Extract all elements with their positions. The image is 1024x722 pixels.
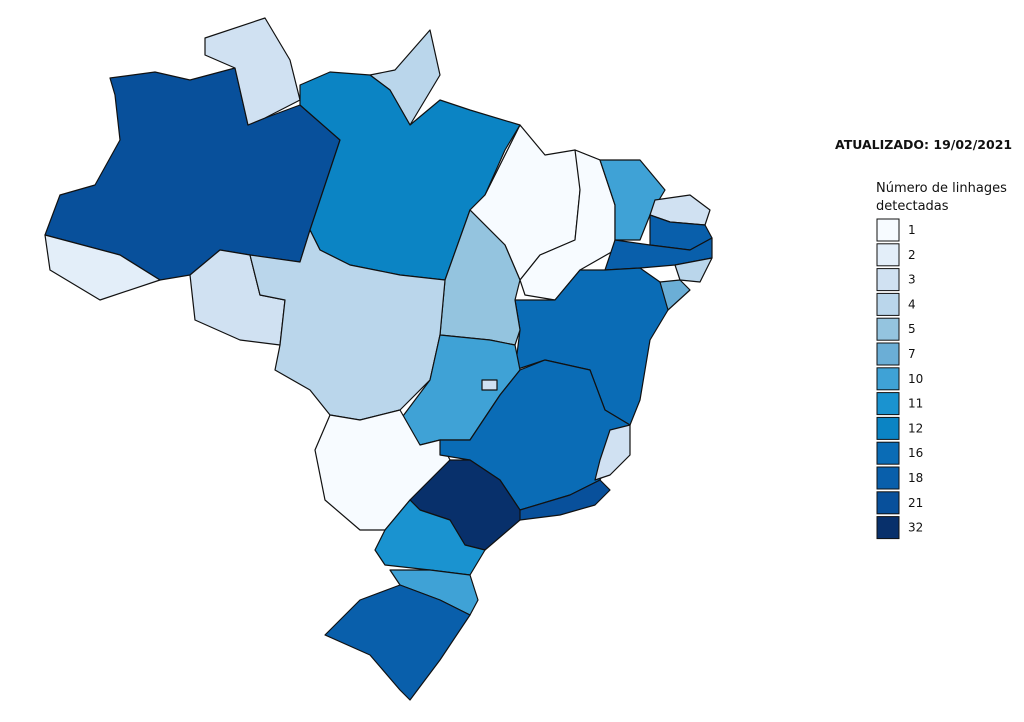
legend-label: 1 <box>908 223 916 237</box>
state <box>594 424 631 481</box>
legend-label: 11 <box>908 397 923 411</box>
legend-swatch <box>876 416 900 440</box>
state <box>374 499 486 576</box>
state <box>324 584 471 701</box>
legend-label: 4 <box>908 297 916 311</box>
legend-swatch <box>876 392 900 416</box>
legend-label: 18 <box>908 471 923 485</box>
state <box>674 257 713 283</box>
legend-swatch <box>876 441 900 465</box>
state <box>599 159 666 241</box>
legend-swatch <box>876 466 900 490</box>
state <box>249 229 446 421</box>
update-date: ATUALIZADO: 19/02/2021 <box>835 137 1012 152</box>
state <box>204 17 301 126</box>
legend-swatch <box>876 491 900 515</box>
legend-title: detectadas <box>876 199 949 214</box>
legend-label: 10 <box>908 372 923 386</box>
legend-swatch <box>876 367 900 391</box>
legend-label: 32 <box>908 521 923 535</box>
states <box>44 17 713 701</box>
state <box>514 267 669 426</box>
legend-title: Número de linhages <box>876 181 1007 196</box>
legend-label: 12 <box>908 421 923 435</box>
legend-label: 16 <box>908 446 923 460</box>
legend-swatch <box>876 268 900 292</box>
state <box>44 234 161 301</box>
legend-swatch <box>876 317 900 341</box>
legend-label: 7 <box>908 347 916 361</box>
legend-label: 21 <box>908 496 923 510</box>
legend-swatch <box>876 218 900 242</box>
legend-label: 5 <box>908 322 916 336</box>
state <box>519 479 611 521</box>
legend-label: 2 <box>908 248 916 262</box>
legend-swatch <box>876 292 900 316</box>
state <box>481 379 498 391</box>
legend-label: 3 <box>908 273 916 287</box>
legend-swatch <box>876 342 900 366</box>
legend-swatch <box>876 243 900 267</box>
legend-swatch <box>876 516 900 540</box>
